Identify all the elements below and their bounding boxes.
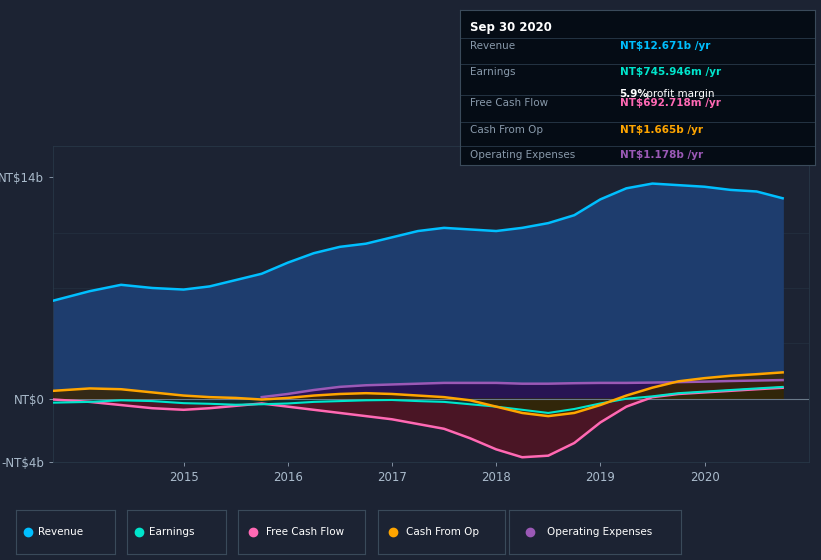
Text: Sep 30 2020: Sep 30 2020 (470, 21, 553, 34)
Text: Revenue: Revenue (470, 41, 516, 51)
Text: 5.9%: 5.9% (620, 89, 649, 99)
Text: NT$1.665b /yr: NT$1.665b /yr (620, 125, 703, 135)
Text: Operating Expenses: Operating Expenses (547, 527, 652, 537)
Text: NT$1.178b /yr: NT$1.178b /yr (620, 150, 703, 160)
Text: Operating Expenses: Operating Expenses (470, 150, 576, 160)
Text: profit margin: profit margin (643, 89, 714, 99)
Text: Revenue: Revenue (38, 527, 83, 537)
Text: Earnings: Earnings (470, 67, 516, 77)
Text: Cash From Op: Cash From Op (406, 527, 479, 537)
Text: NT$692.718m /yr: NT$692.718m /yr (620, 99, 720, 108)
Text: Earnings: Earnings (149, 527, 195, 537)
Text: NT$12.671b /yr: NT$12.671b /yr (620, 41, 710, 51)
Text: Free Cash Flow: Free Cash Flow (470, 99, 548, 108)
Text: NT$745.946m /yr: NT$745.946m /yr (620, 67, 721, 77)
Text: Free Cash Flow: Free Cash Flow (266, 527, 344, 537)
Text: Cash From Op: Cash From Op (470, 125, 544, 135)
